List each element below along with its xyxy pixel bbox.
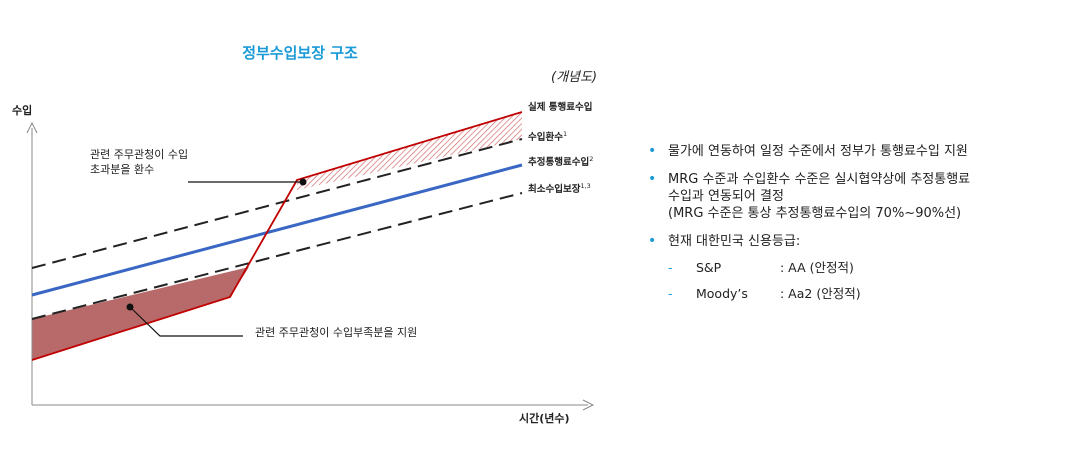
shortfall-annotation: 관련 주무관청이 수입부족분을 지원 <box>255 326 417 339</box>
rating-row: - Moody’s : Aa2 (안정적) <box>668 285 1058 302</box>
x-axis-label: 시간(년수) <box>519 411 570 425</box>
label-minimum-guarantee: 최소수입보장1,3 <box>528 182 591 195</box>
dash-icon: - <box>668 260 673 275</box>
concept-note: (개념도) <box>551 70 598 85</box>
rating-value: : Aa2 (안정적) <box>780 286 861 301</box>
excess-annotation-line2: 초과분을 환수 <box>90 163 154 176</box>
label-estimated-revenue: 추정통행료수입2 <box>528 155 593 168</box>
bullet-item: • 물가에 연동하여 일정 수준에서 정부가 통행료수입 지원 <box>648 143 1058 160</box>
shortfall-area <box>32 267 249 360</box>
explanation-list: • 물가에 연동하여 일정 수준에서 정부가 통행료수입 지원 • MRG 수준… <box>648 143 1058 313</box>
bullet-dot-icon: • <box>648 171 657 187</box>
y-axis-arrow <box>26 121 38 134</box>
excess-leader-dot <box>299 178 307 186</box>
bullet-text: 물가에 연동하여 일정 수준에서 정부가 통행료수입 지원 <box>668 144 968 159</box>
redemption-line <box>31 138 523 269</box>
rating-agency: Moody’s <box>696 286 748 301</box>
shortfall-leader-line <box>129 306 243 337</box>
excess-annotation-line1: 관련 주무관청이 수입 <box>90 148 188 161</box>
bullet-dot-icon: • <box>648 143 657 159</box>
label-redemption: 수입환수1 <box>528 130 567 143</box>
estimated-revenue-line <box>31 163 523 297</box>
label-actual-revenue: 실제 통행료수입 <box>528 101 593 113</box>
dash-icon: - <box>668 286 673 301</box>
bullet-text: 현재 대한민국 신용등급: <box>668 234 801 249</box>
bullet-item: • MRG 수준과 수입환수 수준은 실시협약상에 추정통행료 수입과 연동되어… <box>648 171 1058 222</box>
actual-revenue-line <box>31 111 523 361</box>
bullet-dot-icon: • <box>648 233 657 249</box>
excess-area <box>297 112 522 190</box>
x-axis-arrow <box>582 399 595 411</box>
minimum-guarantee-line <box>31 192 523 320</box>
revenue-guarantee-diagram: 수입 시간(년수) 실제 통행료수입 수입환수1 추정통행료수입2 최소수입보장… <box>12 101 595 425</box>
rating-agency: S&P <box>696 260 722 275</box>
bullet-text-line2: 수입과 연동되어 결정 <box>668 189 784 204</box>
rating-row: - S&P : AA (안정적) <box>668 259 1058 276</box>
bullet-text-line1: MRG 수준과 수입환수 수준은 실시협약상에 추정통행료 <box>668 172 971 187</box>
bullet-item: • 현재 대한민국 신용등급: - S&P : AA (안정적) - Moody… <box>648 233 1058 302</box>
bullet-text-line3: (MRG 수준은 통상 추정통행료수입의 70%~90%선) <box>668 206 962 221</box>
rating-value: : AA (안정적) <box>780 260 854 275</box>
chart-title: 정부수입보장 구조 <box>242 44 358 62</box>
y-axis-label: 수입 <box>12 104 32 117</box>
